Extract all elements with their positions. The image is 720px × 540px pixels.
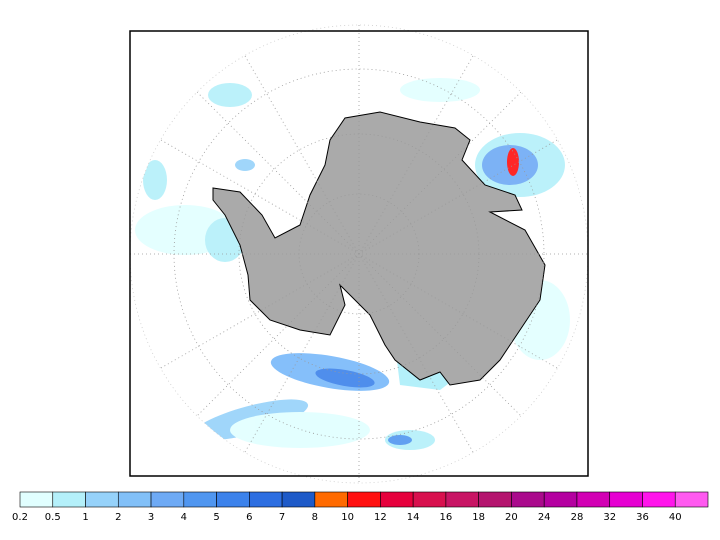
- colorbar-swatch: [216, 491, 250, 508]
- colorbar-swatch: [85, 491, 119, 508]
- colorbar-swatch: [674, 491, 709, 508]
- graticule: [130, 25, 588, 483]
- colorbar-swatch: [576, 491, 611, 508]
- colorbar-swatch: [150, 491, 185, 508]
- colorbar-label: 16: [440, 512, 453, 523]
- map-disk: [130, 25, 588, 483]
- colorbar-swatch: [52, 491, 86, 508]
- colorbar-label: 20: [505, 512, 518, 523]
- colorbar-label: 0.2: [12, 512, 28, 523]
- colorbar-swatch: [117, 491, 152, 508]
- colorbar: 0.2 0.5 1 2 3 4 5 6 7 8 10 12 14 16 18 20 24 28 32 36 40: [12, 491, 709, 523]
- colorbar-label: 24: [538, 512, 551, 523]
- colorbar-swatch: [347, 491, 381, 508]
- colorbar-swatch: [314, 491, 348, 508]
- colorbar-label: 12: [374, 512, 387, 523]
- colorbar-label: 28: [571, 512, 584, 523]
- colorbar-label: 32: [603, 512, 616, 523]
- colorbar-swatch: [642, 491, 676, 508]
- colorbar-label: 40: [669, 512, 682, 523]
- colorbar-swatch: [609, 491, 643, 508]
- colorbar-label: 18: [472, 512, 485, 523]
- map-frame: [129, 30, 589, 477]
- colorbar-label: 14: [407, 512, 420, 523]
- colorbar-label: 0.5: [45, 512, 61, 523]
- colorbar-label: 1: [82, 512, 88, 523]
- colorbar-swatch: [183, 491, 217, 508]
- colorbar-label: 2: [115, 512, 121, 523]
- colorbar-swatch: [249, 491, 283, 508]
- colorbar-label: 4: [181, 512, 187, 523]
- colorbar-swatch: [511, 491, 545, 508]
- colorbar-swatch: [380, 491, 414, 508]
- colorbar-label: 7: [279, 512, 285, 523]
- antarctica: [212, 111, 546, 386]
- colorbar-label: 10: [341, 512, 354, 523]
- colorbar-label: 8: [312, 512, 318, 523]
- colorbar-swatch: [412, 491, 447, 508]
- colorbar-label: 36: [636, 512, 649, 523]
- colorbar-swatch: [445, 491, 479, 508]
- colorbar-swatch: [543, 491, 578, 508]
- colorbar-swatch: [19, 491, 54, 508]
- colorbar-swatch: [281, 491, 316, 508]
- colorbar-label: 3: [148, 512, 154, 523]
- colorbar-label: 5: [213, 512, 219, 523]
- colorbar-swatch: [478, 491, 512, 508]
- colorbar-label: 6: [246, 512, 252, 523]
